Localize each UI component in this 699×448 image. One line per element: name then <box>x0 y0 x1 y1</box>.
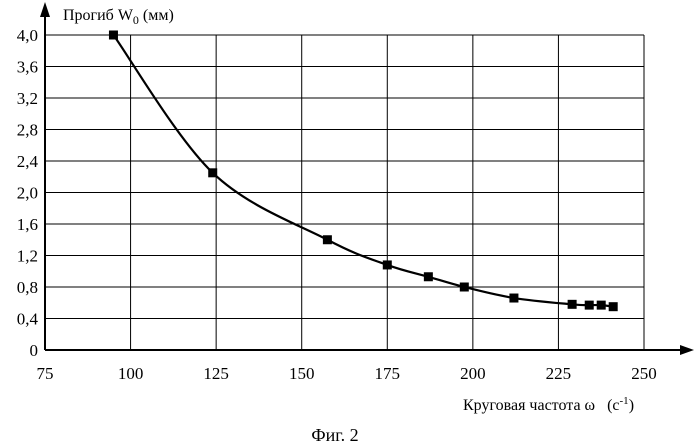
y-axis-arrow <box>40 2 50 17</box>
series-markers <box>109 31 618 312</box>
x-tick-label: 225 <box>546 364 572 383</box>
data-point <box>109 31 118 40</box>
y-tick-label: 1,6 <box>17 215 38 234</box>
y-tick-label: 2,0 <box>17 184 38 203</box>
y-tick-label: 2,8 <box>17 121 38 140</box>
y-axis-label: Прогиб W0 (мм) <box>63 7 174 27</box>
data-point <box>597 301 606 310</box>
data-point <box>568 300 577 309</box>
data-point <box>609 302 618 311</box>
y-tick-label: 4,0 <box>17 26 38 45</box>
x-tick-label: 175 <box>375 364 401 383</box>
data-point <box>460 283 469 292</box>
x-tick-label: 100 <box>118 364 144 383</box>
y-tick-label: 3,6 <box>17 58 38 77</box>
data-point <box>208 168 217 177</box>
x-tick-label: 200 <box>460 364 486 383</box>
data-point <box>509 294 518 303</box>
x-tick-label: 125 <box>203 364 229 383</box>
x-tick-labels: 75 100 125 150 175 200 225 250 <box>37 364 657 383</box>
data-point <box>323 235 332 244</box>
data-point <box>424 272 433 281</box>
data-point <box>585 301 594 310</box>
y-tick-label: 0 <box>30 341 39 360</box>
axes <box>40 2 694 355</box>
y-tick-label: 0,8 <box>17 278 38 297</box>
chart: 75 100 125 150 175 200 225 250 0 0,4 0,8 1,2 1,6 2,0… <box>0 0 699 448</box>
x-tick-label: 75 <box>37 364 54 383</box>
y-tick-label: 0,4 <box>17 310 39 329</box>
series-curve <box>113 35 613 307</box>
y-tick-label: 2,4 <box>17 152 39 171</box>
x-axis-arrow <box>680 345 694 355</box>
data-point <box>383 260 392 269</box>
y-tick-label: 3,2 <box>17 89 38 108</box>
x-tick-label: 250 <box>631 364 657 383</box>
x-tick-label: 150 <box>289 364 315 383</box>
figure-caption: Фиг. 2 <box>311 425 358 445</box>
y-tick-label: 1,2 <box>17 247 38 266</box>
y-tick-labels: 0 0,4 0,8 1,2 1,6 2,0 2,4 2,8 3,2 3,6 4,0 <box>17 26 39 360</box>
x-axis-label: Круговая частота ω(с-1) <box>463 395 634 414</box>
